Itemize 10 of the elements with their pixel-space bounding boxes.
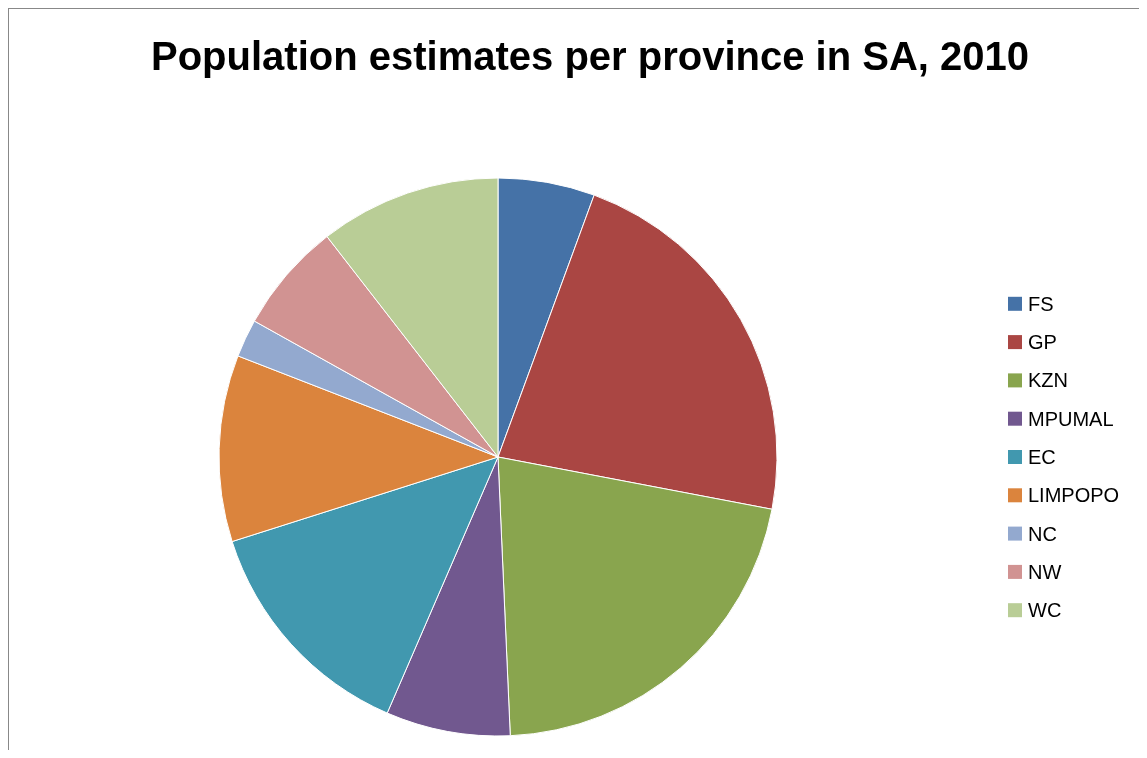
legend-label: NC	[1028, 522, 1057, 545]
legend-label: NW	[1028, 560, 1062, 583]
legend-label: GP	[1028, 331, 1057, 354]
chart-title: Population estimates per province in SA, 2010	[150, 34, 1030, 78]
legend-label: WC	[1028, 599, 1062, 622]
legend-label: LIMPOPO	[1028, 484, 1120, 507]
legend-label: MPUMAL	[1028, 407, 1114, 430]
legend-label: EC	[1028, 446, 1056, 468]
legend-label: FS	[1028, 292, 1054, 315]
legend-label: KZN	[1028, 369, 1068, 392]
